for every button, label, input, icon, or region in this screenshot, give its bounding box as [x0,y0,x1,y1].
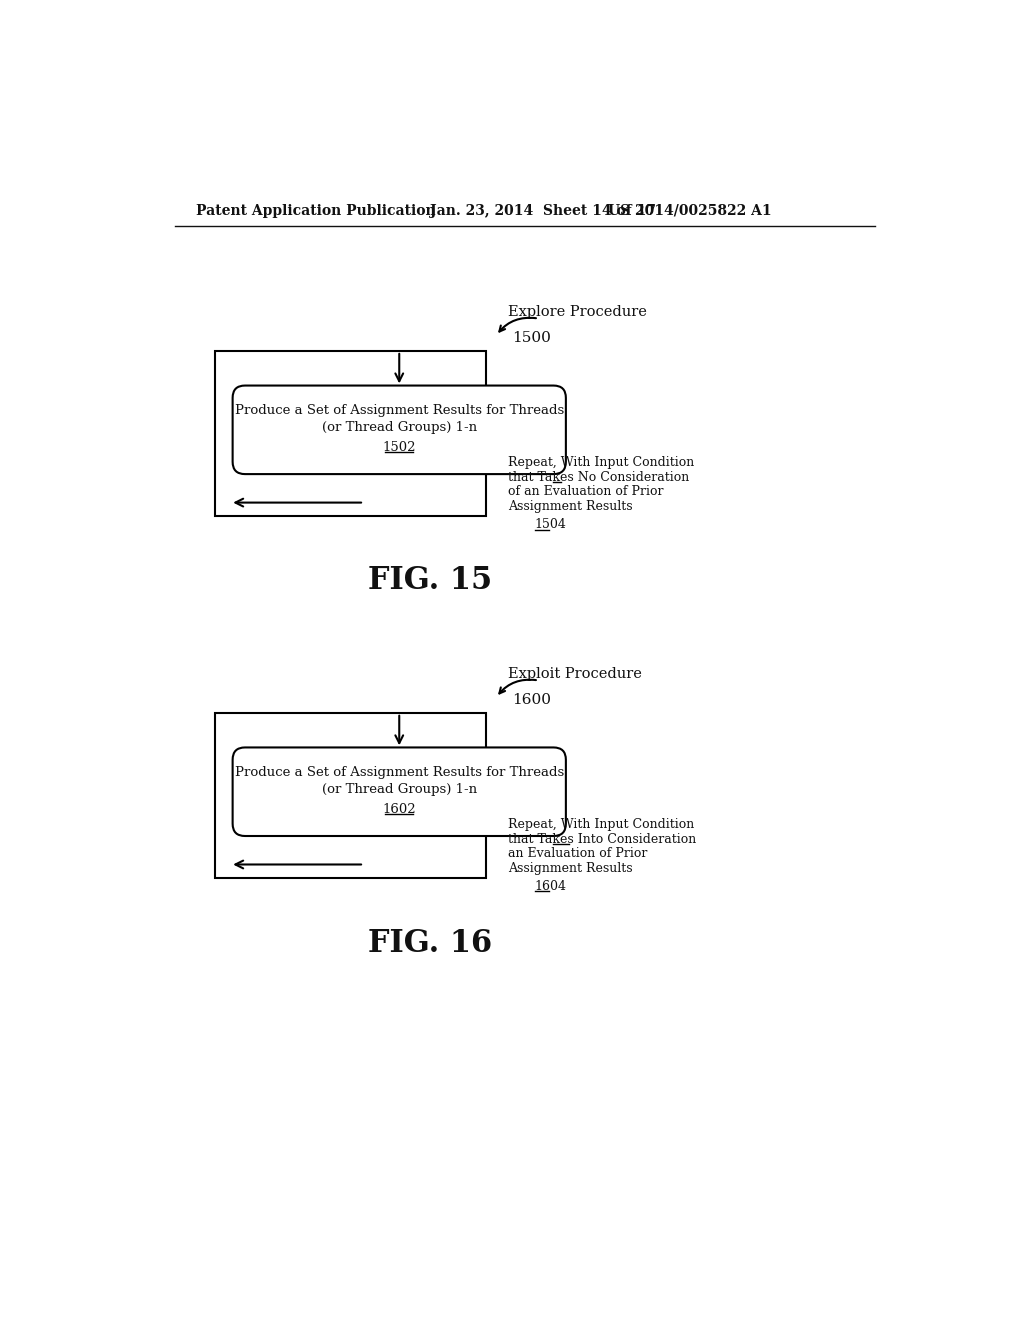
Text: 1500: 1500 [512,331,551,345]
Text: Repeat, With Input Condition: Repeat, With Input Condition [508,455,694,469]
Text: US 2014/0025822 A1: US 2014/0025822 A1 [608,203,772,218]
Text: 1600: 1600 [512,693,551,706]
Text: Exploit Procedure: Exploit Procedure [508,668,642,681]
Text: an Evaluation of Prior: an Evaluation of Prior [508,847,647,861]
FancyBboxPatch shape [232,747,566,836]
Text: of an Evaluation of Prior: of an Evaluation of Prior [508,486,664,499]
Text: Jan. 23, 2014  Sheet 14 of 17: Jan. 23, 2014 Sheet 14 of 17 [430,203,656,218]
Text: 1602: 1602 [382,803,416,816]
Text: FIG. 16: FIG. 16 [369,928,493,960]
Text: Produce a Set of Assignment Results for Threads: Produce a Set of Assignment Results for … [234,404,564,417]
Bar [215,713,486,878]
Text: 1604: 1604 [535,880,567,894]
Bar [215,351,486,516]
Text: Produce a Set of Assignment Results for Threads: Produce a Set of Assignment Results for … [234,766,564,779]
Text: 1504: 1504 [535,519,566,532]
Text: Repeat, With Input Condition: Repeat, With Input Condition [508,818,694,832]
Text: FIG. 15: FIG. 15 [369,565,493,595]
Text: (or Thread Groups) 1-n: (or Thread Groups) 1-n [322,783,477,796]
Text: Patent Application Publication: Patent Application Publication [197,203,436,218]
Text: (or Thread Groups) 1-n: (or Thread Groups) 1-n [322,421,477,434]
Text: 1502: 1502 [383,441,416,454]
Text: Explore Procedure: Explore Procedure [508,305,646,319]
Text: Assignment Results: Assignment Results [508,500,633,513]
Text: Assignment Results: Assignment Results [508,862,633,875]
Text: that Takes No Consideration: that Takes No Consideration [508,471,689,483]
FancyBboxPatch shape [232,385,566,474]
Text: that Takes Into Consideration: that Takes Into Consideration [508,833,696,846]
